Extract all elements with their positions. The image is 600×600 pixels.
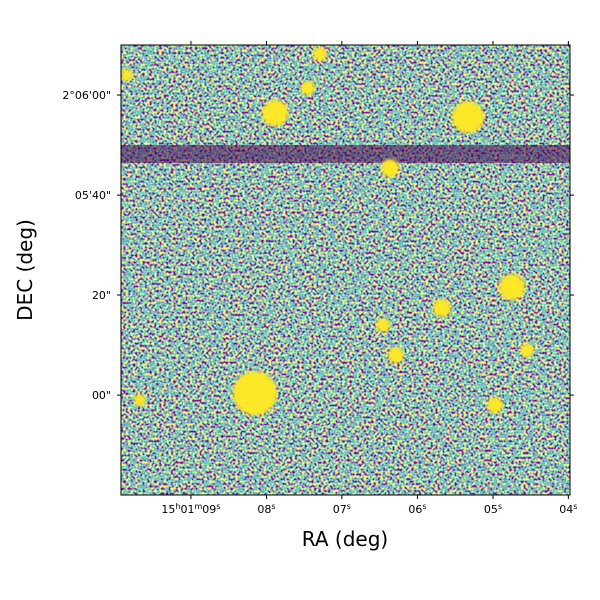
source	[380, 159, 399, 178]
source	[376, 318, 391, 333]
source	[232, 371, 277, 416]
x-tick-label: 06s	[408, 502, 426, 517]
frame	[120, 44, 571, 496]
x-tick-label: 05s	[484, 502, 502, 517]
x-tick-label: 08s	[257, 502, 275, 517]
image	[121, 45, 570, 495]
source	[312, 47, 327, 61]
source	[300, 81, 315, 96]
dark-band	[121, 145, 570, 163]
y-tick-label: 00"	[92, 389, 111, 402]
x-tick-label: 04s	[559, 502, 577, 517]
source	[387, 347, 404, 364]
source	[432, 298, 451, 317]
source	[451, 101, 484, 133]
source	[262, 100, 289, 127]
y-axis-title: DEC (deg)	[13, 219, 37, 321]
source	[499, 274, 526, 301]
source	[519, 343, 534, 358]
sources	[121, 47, 534, 416]
y-tick-label: 05'40"	[75, 189, 111, 202]
x-axis-title: RA (deg)	[302, 527, 388, 551]
source	[121, 69, 133, 82]
noise-background	[121, 45, 570, 495]
x-tick-label: 07s	[333, 502, 351, 517]
y-tick-label: 2°06'00"	[62, 89, 111, 102]
x-tick-label: 15h01m09s	[161, 502, 220, 517]
y-tick-label: 20"	[92, 289, 111, 302]
source	[486, 397, 503, 413]
source	[133, 394, 146, 407]
